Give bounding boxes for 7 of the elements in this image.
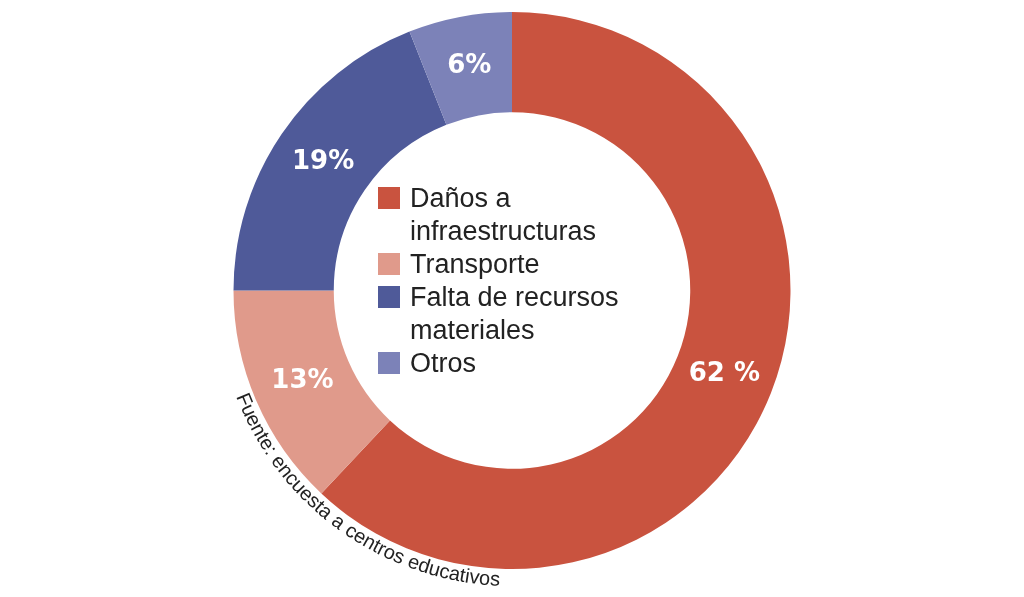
data-label: 62 % bbox=[688, 357, 760, 388]
legend-label: Transporte bbox=[410, 247, 540, 281]
data-label: 19% bbox=[292, 144, 355, 175]
legend-label: Otros bbox=[410, 346, 477, 380]
legend-label: Daños a infraestructuras bbox=[410, 182, 598, 248]
legend-label: Falta de recursos materiales bbox=[410, 280, 620, 347]
data-label: 6% bbox=[447, 48, 492, 79]
